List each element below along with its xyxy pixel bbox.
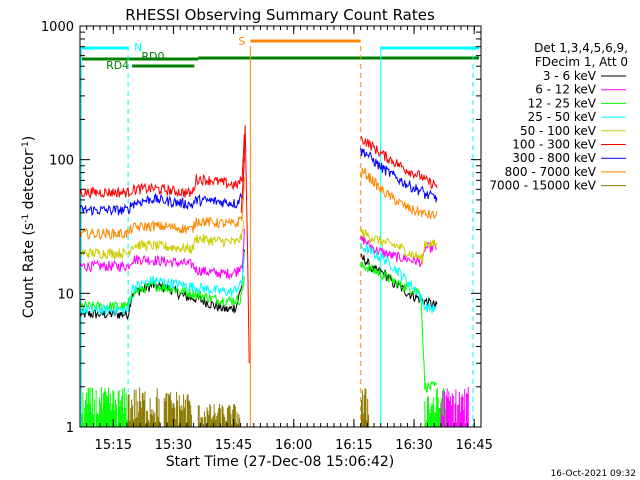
series-line-100-300-keV bbox=[360, 135, 438, 190]
series-line-800-7000-keV bbox=[360, 167, 438, 220]
x-axis-label: Start Time (27-Dec-08 15:06:42) bbox=[166, 454, 394, 470]
series-line-100-300-keV bbox=[79, 133, 245, 200]
series-layer bbox=[79, 125, 438, 393]
legend-label: 50 - 100 keV bbox=[520, 124, 597, 138]
legend-label: 12 - 25 keV bbox=[528, 96, 597, 110]
label-rd0: RD0 bbox=[141, 50, 164, 63]
flare-spike bbox=[240, 125, 250, 364]
series-line-6-12-keV bbox=[79, 228, 245, 280]
x-tick-label: 16:00 bbox=[275, 438, 312, 453]
label-rd4: RD4 bbox=[106, 59, 129, 72]
legend-label: 800 - 7000 keV bbox=[505, 165, 597, 179]
y-axis-label: Count Rate (s-1 detector-1) bbox=[21, 136, 37, 318]
x-axis-ticks: 15:15 15:30 15:45 16:00 16:15 16:30 16:45 bbox=[79, 26, 493, 453]
series-line-25-50-keV bbox=[360, 242, 438, 314]
date-stamp: 16-Oct-2021 09:32 bbox=[551, 469, 636, 479]
series-line-50-100-keV bbox=[360, 228, 438, 265]
x-tick-label: 15:15 bbox=[95, 438, 132, 453]
x-tick-label: 16:30 bbox=[395, 438, 432, 453]
legend-label: 25 - 50 keV bbox=[528, 110, 597, 124]
y-tick-label: 1000 bbox=[41, 20, 74, 35]
series-line-800-7000-keV bbox=[79, 177, 245, 240]
x-tick-label: 16:45 bbox=[455, 438, 492, 453]
y-tick-label: 1 bbox=[66, 421, 74, 436]
attenuator-bands: N S RD0 RD4 bbox=[82, 35, 479, 72]
legend-label: 6 - 12 keV bbox=[535, 83, 597, 97]
y-tick-label: 10 bbox=[57, 287, 74, 302]
legend-label: 300 - 800 keV bbox=[512, 151, 596, 165]
y-axis-ticks: 1 10 100 1000 bbox=[41, 20, 481, 436]
series-line-300-800-keV bbox=[79, 156, 245, 216]
y-tick-label: 100 bbox=[49, 154, 74, 169]
label-n: N bbox=[134, 41, 142, 54]
legend-label: 3 - 6 keV bbox=[543, 69, 597, 83]
legend-header-line-2: FDecim 1, Att 0 bbox=[535, 55, 628, 69]
x-tick-label: 16:15 bbox=[335, 438, 372, 453]
legend-label: 100 - 300 keV bbox=[512, 138, 596, 152]
series-line-300-800-keV bbox=[360, 147, 438, 203]
label-s: S bbox=[238, 35, 245, 48]
series-line-50-100-keV bbox=[79, 220, 245, 261]
series-line-12-25-keV bbox=[360, 261, 438, 393]
x-tick-label: 15:45 bbox=[215, 438, 252, 453]
low-count-noise bbox=[81, 386, 469, 427]
series-line-25-50-keV bbox=[79, 251, 245, 317]
legend-header-line-1: Det 1,3,4,5,6,9, bbox=[534, 41, 628, 55]
x-tick-label: 15:30 bbox=[155, 438, 192, 453]
legend-label: 7000 - 15000 keV bbox=[489, 179, 596, 193]
chart-title: RHESSI Observing Summary Count Rates bbox=[125, 6, 435, 24]
